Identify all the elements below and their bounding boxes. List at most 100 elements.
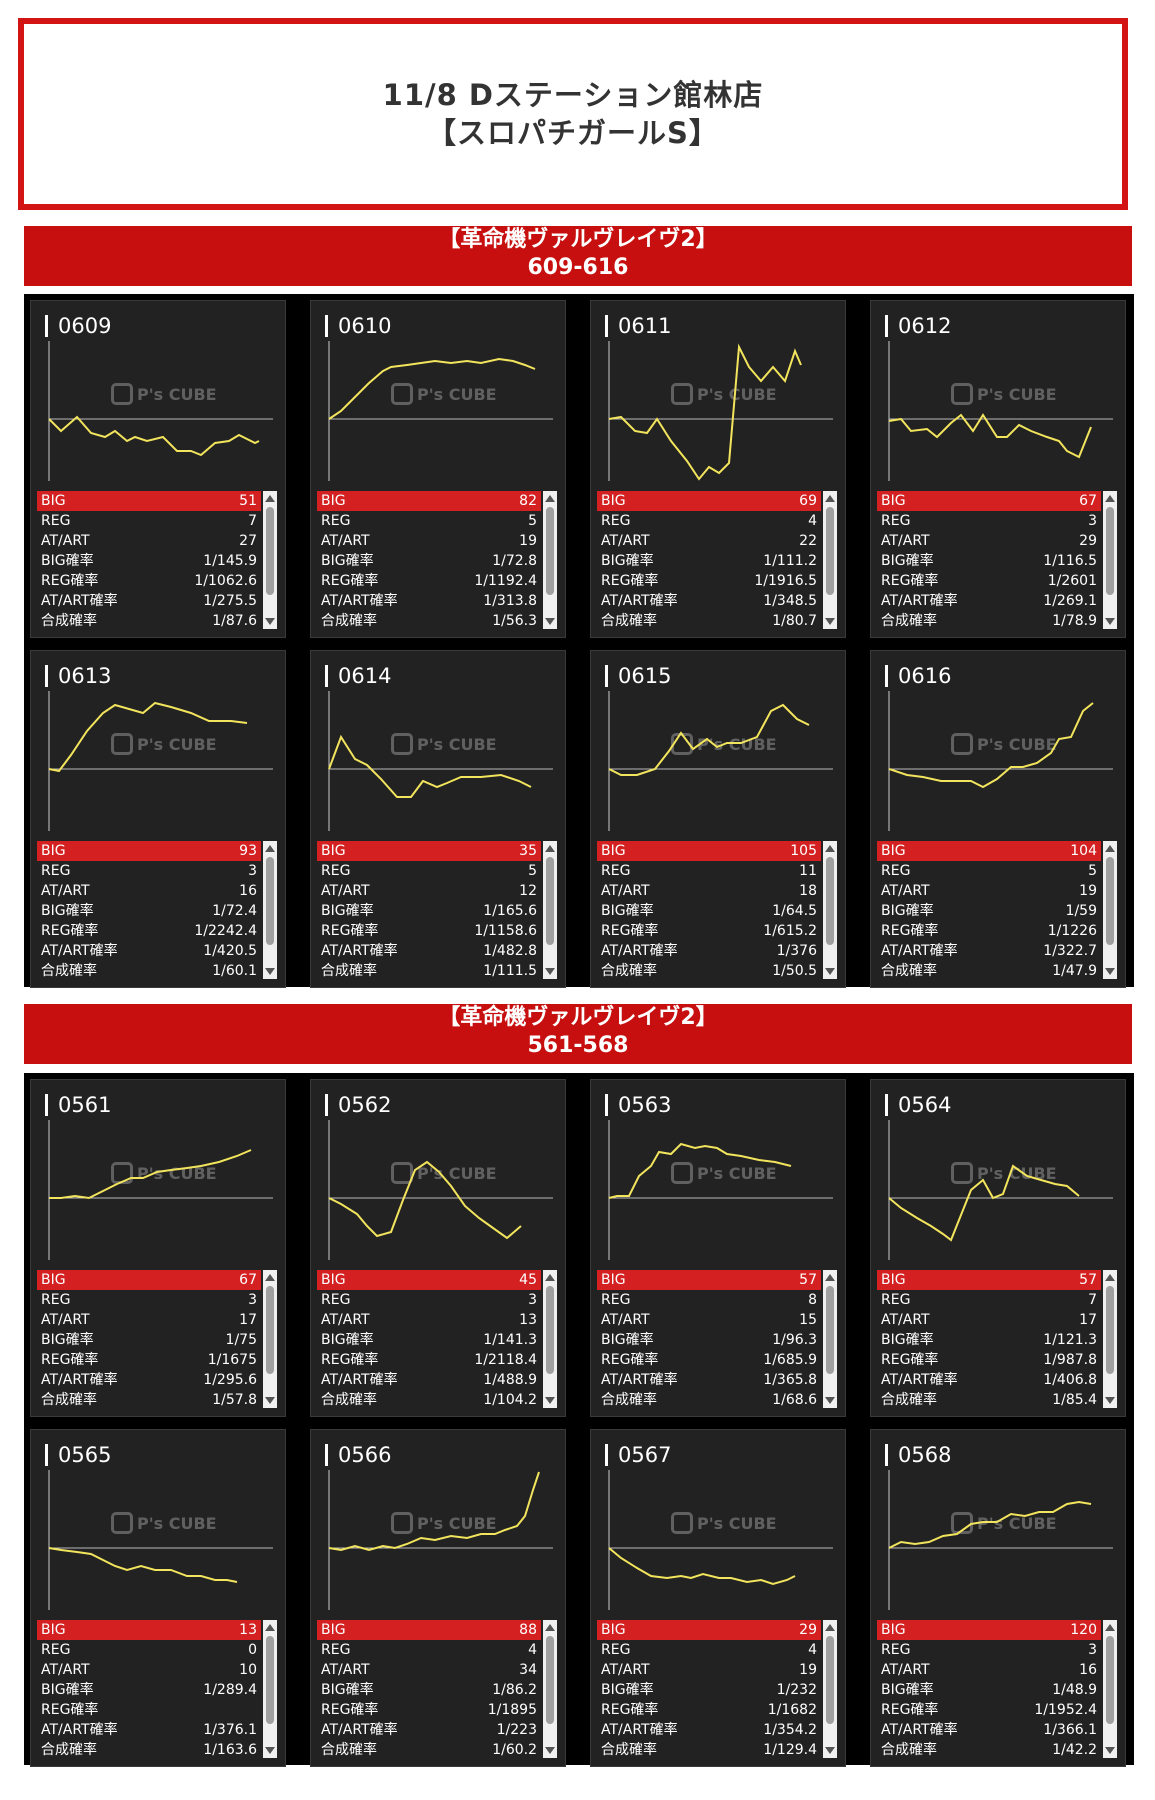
stat-label: BIG bbox=[321, 493, 346, 509]
scroll-down-icon[interactable] bbox=[265, 1747, 275, 1754]
stat-label: BIG確率 bbox=[41, 903, 94, 919]
stat-row: REG確率 1/685.9 bbox=[597, 1350, 821, 1370]
stat-row: REG 3 bbox=[37, 861, 261, 881]
scroll-down-icon[interactable] bbox=[825, 1397, 835, 1404]
scroll-up-icon[interactable] bbox=[545, 1624, 555, 1631]
stat-value: 1/85.4 bbox=[1052, 1392, 1097, 1408]
stats-scrollbar[interactable] bbox=[823, 1620, 837, 1758]
scroll-down-icon[interactable] bbox=[1105, 618, 1115, 625]
stats-scrollbar[interactable] bbox=[1103, 491, 1117, 629]
stat-value: 1/223 bbox=[496, 1722, 537, 1738]
stats-scrollbar[interactable] bbox=[543, 491, 557, 629]
scroll-up-icon[interactable] bbox=[1105, 495, 1115, 502]
scroll-thumb[interactable] bbox=[546, 857, 554, 945]
stat-row: REG確率 1/1675 bbox=[37, 1350, 261, 1370]
scroll-up-icon[interactable] bbox=[825, 1624, 835, 1631]
scroll-up-icon[interactable] bbox=[825, 845, 835, 852]
stat-row: AT/ART確率 1/313.8 bbox=[317, 591, 541, 611]
scroll-thumb[interactable] bbox=[1106, 507, 1114, 595]
machine-number: 0615 bbox=[605, 665, 671, 687]
stat-value: 16 bbox=[1079, 1662, 1097, 1678]
stat-label: BIG bbox=[601, 843, 626, 859]
scroll-thumb[interactable] bbox=[546, 507, 554, 595]
scroll-thumb[interactable] bbox=[826, 857, 834, 945]
scroll-down-icon[interactable] bbox=[1105, 1747, 1115, 1754]
stats-scrollbar[interactable] bbox=[263, 1270, 277, 1408]
stats-scrollbar[interactable] bbox=[263, 841, 277, 979]
stat-row: REG確率 1/1895 bbox=[317, 1700, 541, 1720]
stats-scrollbar[interactable] bbox=[823, 1270, 837, 1408]
scroll-up-icon[interactable] bbox=[545, 845, 555, 852]
scroll-down-icon[interactable] bbox=[265, 1397, 275, 1404]
stats-scrollbar[interactable] bbox=[823, 491, 837, 629]
scroll-up-icon[interactable] bbox=[545, 495, 555, 502]
scroll-thumb[interactable] bbox=[546, 1636, 554, 1724]
slump-graph bbox=[888, 691, 1113, 831]
stats-scrollbar[interactable] bbox=[263, 1620, 277, 1758]
scroll-down-icon[interactable] bbox=[1105, 1397, 1115, 1404]
scroll-thumb[interactable] bbox=[1106, 1636, 1114, 1724]
stats-scrollbar[interactable] bbox=[1103, 841, 1117, 979]
stats-scrollbar[interactable] bbox=[1103, 1620, 1117, 1758]
scroll-thumb[interactable] bbox=[826, 507, 834, 595]
scroll-thumb[interactable] bbox=[1106, 857, 1114, 945]
scroll-thumb[interactable] bbox=[546, 1286, 554, 1374]
stat-value: 34 bbox=[519, 1662, 537, 1678]
scroll-down-icon[interactable] bbox=[1105, 968, 1115, 975]
scroll-up-icon[interactable] bbox=[1105, 1274, 1115, 1281]
scroll-down-icon[interactable] bbox=[265, 968, 275, 975]
scroll-up-icon[interactable] bbox=[265, 845, 275, 852]
stats-scrollbar[interactable] bbox=[823, 841, 837, 979]
stat-row: AT/ART 16 bbox=[37, 881, 261, 901]
stats-scrollbar[interactable] bbox=[263, 491, 277, 629]
machine-card: 0615 P's CUBE BIG 105 REG 11 AT/ART 18 BIG確率 1/64… bbox=[590, 650, 846, 988]
scroll-up-icon[interactable] bbox=[265, 495, 275, 502]
stats-scrollbar[interactable] bbox=[1103, 1270, 1117, 1408]
stat-row: REG確率 1/2242.4 bbox=[37, 921, 261, 941]
stat-value: 3 bbox=[528, 1292, 537, 1308]
scroll-thumb[interactable] bbox=[826, 1636, 834, 1724]
pscube-watermark: P's CUBE bbox=[671, 379, 781, 409]
stat-label: BIG確率 bbox=[321, 553, 374, 569]
scroll-up-icon[interactable] bbox=[825, 495, 835, 502]
scroll-up-icon[interactable] bbox=[1105, 845, 1115, 852]
stat-value: 5 bbox=[1088, 863, 1097, 879]
stat-row: REG確率 1/1226 bbox=[877, 921, 1101, 941]
stat-row: BIG 45 bbox=[317, 1270, 541, 1290]
pscube-logo-icon bbox=[111, 733, 133, 755]
scroll-down-icon[interactable] bbox=[825, 1747, 835, 1754]
stats-table: BIG 69 REG 4 AT/ART 22 BIG確率 1/111.2 REG確率 1/1916… bbox=[597, 491, 821, 631]
scroll-down-icon[interactable] bbox=[545, 1747, 555, 1754]
scroll-thumb[interactable] bbox=[266, 1636, 274, 1724]
scroll-up-icon[interactable] bbox=[1105, 1624, 1115, 1631]
stat-row: BIG 67 bbox=[877, 491, 1101, 511]
stat-value: 7 bbox=[1088, 1292, 1097, 1308]
stat-row: AT/ART確率 1/420.5 bbox=[37, 941, 261, 961]
stat-label: AT/ART bbox=[601, 1312, 650, 1328]
stats-scrollbar[interactable] bbox=[543, 841, 557, 979]
scroll-thumb[interactable] bbox=[826, 1286, 834, 1374]
stats-scrollbar[interactable] bbox=[543, 1620, 557, 1758]
pscube-watermark: P's CUBE bbox=[671, 1158, 781, 1188]
scroll-up-icon[interactable] bbox=[825, 1274, 835, 1281]
scroll-down-icon[interactable] bbox=[545, 618, 555, 625]
stat-value: 1/1062.6 bbox=[194, 573, 257, 589]
scroll-down-icon[interactable] bbox=[265, 618, 275, 625]
scroll-down-icon[interactable] bbox=[825, 968, 835, 975]
stat-row: AT/ART確率 1/482.8 bbox=[317, 941, 541, 961]
scroll-up-icon[interactable] bbox=[265, 1624, 275, 1631]
scroll-down-icon[interactable] bbox=[825, 618, 835, 625]
scroll-thumb[interactable] bbox=[1106, 1286, 1114, 1374]
scroll-down-icon[interactable] bbox=[545, 968, 555, 975]
scroll-down-icon[interactable] bbox=[545, 1397, 555, 1404]
stat-row: 合成確率 1/163.6 bbox=[37, 1740, 261, 1760]
scroll-thumb[interactable] bbox=[266, 857, 274, 945]
scroll-thumb[interactable] bbox=[266, 507, 274, 595]
stats-scrollbar[interactable] bbox=[543, 1270, 557, 1408]
stat-value: 1/165.6 bbox=[483, 903, 537, 919]
stat-row: AT/ART確率 1/223 bbox=[317, 1720, 541, 1740]
scroll-up-icon[interactable] bbox=[545, 1274, 555, 1281]
scroll-up-icon[interactable] bbox=[265, 1274, 275, 1281]
stat-label: REG確率 bbox=[321, 1352, 379, 1368]
scroll-thumb[interactable] bbox=[266, 1286, 274, 1374]
